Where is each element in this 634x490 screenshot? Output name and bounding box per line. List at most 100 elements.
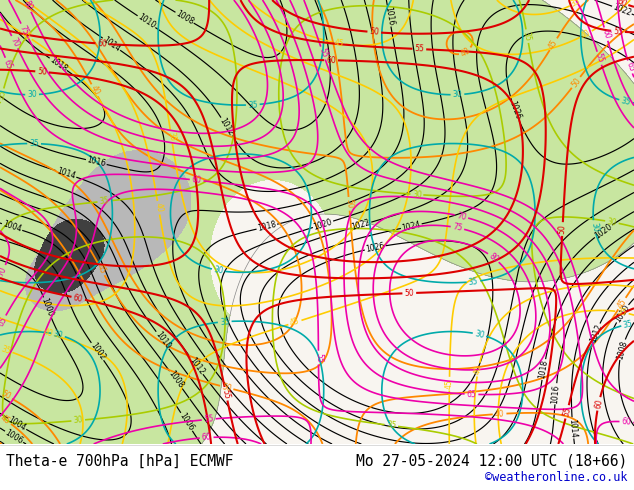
Text: 1002: 1002 — [88, 341, 107, 362]
Text: 1012: 1012 — [187, 355, 206, 376]
Text: 60: 60 — [326, 56, 336, 65]
Text: Mo 27-05-2024 12:00 UTC (18+66): Mo 27-05-2024 12:00 UTC (18+66) — [356, 454, 628, 469]
Text: 35: 35 — [569, 0, 582, 9]
Text: 1012: 1012 — [217, 116, 235, 137]
Text: 30: 30 — [73, 416, 84, 425]
Text: 45: 45 — [289, 317, 301, 328]
Text: 30: 30 — [474, 329, 485, 340]
Text: 55: 55 — [414, 45, 424, 54]
Text: 60: 60 — [202, 433, 212, 442]
Text: 45: 45 — [445, 379, 454, 389]
Text: 50: 50 — [221, 382, 233, 393]
Text: 65: 65 — [2, 58, 14, 71]
Text: 60: 60 — [97, 39, 108, 49]
Text: 45: 45 — [547, 38, 560, 50]
Text: 60: 60 — [72, 293, 84, 304]
Text: 50: 50 — [404, 289, 415, 298]
Text: 1000: 1000 — [40, 297, 55, 318]
Text: 1024: 1024 — [401, 220, 422, 233]
Text: 1008: 1008 — [167, 369, 185, 390]
Text: 1018: 1018 — [538, 359, 550, 380]
Text: 45: 45 — [616, 297, 628, 310]
Text: 45: 45 — [95, 263, 108, 276]
Text: 1022: 1022 — [611, 2, 633, 18]
Text: 1020: 1020 — [313, 217, 333, 231]
Text: 35: 35 — [468, 277, 479, 287]
Text: 40: 40 — [459, 46, 472, 58]
Text: 60: 60 — [616, 0, 628, 8]
Text: 1016: 1016 — [550, 384, 561, 404]
Text: 35: 35 — [522, 30, 533, 42]
Text: 35: 35 — [248, 100, 258, 110]
Text: 35: 35 — [166, 131, 176, 142]
Text: 70: 70 — [0, 265, 9, 277]
Text: 80: 80 — [22, 0, 34, 12]
Text: 30: 30 — [606, 217, 618, 227]
Text: 40: 40 — [495, 409, 505, 419]
Text: 50: 50 — [569, 76, 583, 89]
Text: 1004: 1004 — [6, 415, 28, 433]
Text: 1010: 1010 — [136, 13, 157, 31]
Text: 60: 60 — [600, 28, 612, 40]
Text: 1008: 1008 — [615, 339, 629, 360]
Text: 55: 55 — [612, 26, 623, 36]
Text: 1018: 1018 — [257, 220, 277, 233]
Text: 35: 35 — [616, 307, 628, 318]
Text: 45: 45 — [20, 29, 32, 42]
Text: 40: 40 — [579, 28, 592, 41]
Text: 1004: 1004 — [1, 220, 23, 234]
Text: 35: 35 — [386, 420, 397, 431]
Text: 40: 40 — [153, 202, 164, 213]
Text: 35: 35 — [99, 196, 110, 206]
Text: ©weatheronline.co.uk: ©weatheronline.co.uk — [485, 471, 628, 485]
Text: 30: 30 — [27, 90, 37, 99]
Text: 1010: 1010 — [153, 330, 172, 351]
Text: 50: 50 — [558, 224, 567, 234]
Text: 1016: 1016 — [383, 6, 395, 26]
Text: 75: 75 — [18, 24, 30, 36]
Text: 1026: 1026 — [507, 100, 522, 121]
Text: 1014: 1014 — [101, 35, 122, 53]
Text: 1008: 1008 — [174, 9, 195, 26]
Text: 40: 40 — [42, 328, 54, 339]
Text: 60: 60 — [593, 398, 604, 410]
Text: 35: 35 — [620, 96, 631, 107]
Text: 1006: 1006 — [178, 411, 196, 432]
Text: 30: 30 — [213, 265, 224, 276]
Text: Theta-e 700hPa [hPa] ECMWF: Theta-e 700hPa [hPa] ECMWF — [6, 454, 234, 469]
Text: 70: 70 — [456, 211, 467, 222]
Text: 60: 60 — [621, 417, 631, 427]
Text: 55: 55 — [562, 406, 573, 417]
Text: 35: 35 — [219, 317, 230, 327]
Text: 40: 40 — [88, 84, 101, 97]
Text: 55: 55 — [221, 388, 231, 399]
Text: 55: 55 — [593, 52, 605, 64]
Text: 1010: 1010 — [613, 303, 631, 324]
Text: 65: 65 — [467, 390, 477, 399]
Text: 55: 55 — [204, 415, 214, 424]
Text: 65: 65 — [624, 61, 634, 73]
Text: 1020: 1020 — [593, 222, 614, 240]
Text: 1014: 1014 — [56, 167, 77, 181]
Text: 80: 80 — [487, 251, 500, 264]
Text: 30: 30 — [453, 90, 462, 99]
Text: 50: 50 — [344, 198, 354, 209]
Text: 55: 55 — [314, 353, 323, 363]
Text: 1018: 1018 — [48, 55, 68, 74]
Text: 35: 35 — [29, 139, 39, 148]
Text: 1026: 1026 — [365, 242, 385, 254]
Text: 1012: 1012 — [588, 323, 604, 344]
Text: 35: 35 — [0, 344, 12, 356]
Text: 1014: 1014 — [567, 418, 578, 438]
Text: 1022: 1022 — [351, 218, 372, 232]
Text: 75: 75 — [452, 222, 463, 233]
Text: 50: 50 — [37, 67, 48, 77]
Text: 30: 30 — [53, 329, 64, 341]
Text: 40: 40 — [473, 364, 484, 375]
Text: 65: 65 — [0, 315, 9, 328]
Text: 1016: 1016 — [86, 155, 107, 169]
Text: 50: 50 — [369, 27, 380, 37]
Text: 60: 60 — [191, 175, 202, 185]
Text: 35: 35 — [0, 89, 8, 101]
Text: 70: 70 — [8, 36, 21, 49]
